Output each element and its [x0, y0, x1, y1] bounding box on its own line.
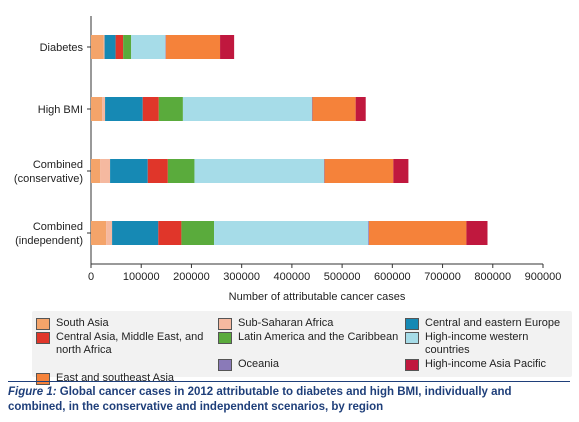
legend-swatch	[36, 318, 50, 330]
legend-swatch	[218, 332, 232, 344]
legend-swatch	[218, 359, 232, 371]
y-category-label: Combined (conservative)	[14, 159, 83, 185]
bar-segment	[167, 159, 195, 183]
bar-segment	[181, 221, 215, 245]
bar-segment	[104, 35, 116, 59]
legend-grid: South Asia Sub-Saharan Africa Central and …	[36, 317, 572, 385]
y-category-label: Diabetes	[40, 42, 84, 54]
bar-segment	[100, 159, 111, 183]
bar-segment	[194, 159, 325, 183]
bar-segment	[91, 97, 103, 121]
bar-segment	[106, 221, 113, 245]
bar-segment	[466, 221, 488, 245]
bar-segment	[165, 35, 166, 59]
legend-label: High-income western countries	[425, 331, 529, 356]
legend-item: High-income western countries	[405, 331, 575, 357]
chart-legend: South Asia Sub-Saharan Africa Central and …	[32, 311, 572, 385]
bar-segment	[324, 159, 325, 183]
legend-item: Oceania	[218, 358, 401, 371]
figure-caption: Figure 1: Global cancer cases in 2012 at…	[8, 385, 568, 415]
bar-segment	[110, 159, 148, 183]
bar-segment	[115, 35, 124, 59]
x-tick-label: 800000	[474, 271, 511, 283]
legend-label: Latin America and the Caribbean	[238, 331, 399, 343]
bar-segment	[142, 97, 159, 121]
y-category-label-line: Combined	[33, 159, 83, 171]
caption-rule	[8, 381, 570, 382]
bar-segment	[214, 221, 369, 245]
legend-item	[36, 358, 214, 371]
bar-segment	[182, 97, 312, 121]
y-category-label: Combined (independent)	[15, 221, 83, 247]
x-axis-title: Number of attributable cancer cases	[229, 291, 406, 303]
y-category-label-line: (independent)	[15, 235, 83, 247]
legend-label: Central and eastern Europe	[425, 317, 561, 329]
bar-segment	[131, 35, 166, 59]
bar-segment	[368, 221, 369, 245]
legend-item: Latin America and the Caribbean	[218, 331, 401, 357]
x-tick-label: 400000	[274, 271, 311, 283]
x-tick-label: 300000	[223, 271, 260, 283]
legend-item: Central and eastern Europe	[405, 317, 575, 330]
y-category-label-line: High BMI	[38, 104, 83, 116]
bar-segment	[103, 35, 105, 59]
y-category-label-line: Combined	[33, 221, 83, 233]
x-tick-label: 700000	[424, 271, 461, 283]
bar-segment	[355, 97, 366, 121]
bar-segment	[393, 159, 409, 183]
bar-segment	[147, 159, 168, 183]
bar-segment	[105, 97, 143, 121]
bar-segment	[312, 97, 356, 121]
bar-segment	[368, 221, 467, 245]
bar-segment	[91, 159, 101, 183]
legend-label: Oceania	[238, 358, 279, 370]
legend-item: South Asia	[36, 317, 214, 330]
legend-swatch	[218, 318, 232, 330]
bar-segment	[91, 221, 107, 245]
legend-label: Sub-Saharan Africa	[238, 317, 334, 329]
legend-swatch	[405, 318, 419, 330]
bar-segment	[158, 97, 183, 121]
legend-item: High-income Asia Pacific	[405, 358, 575, 371]
stacked-bar-chart: 0 100000 200000 300000 400000 500000 600000 700…	[14, 16, 562, 303]
figure-label: Figure 1:	[8, 386, 57, 398]
bar-segment	[102, 97, 106, 121]
x-tick-label: 0	[88, 271, 94, 283]
bar-segment	[91, 35, 104, 59]
y-category-label-line: Diabetes	[40, 42, 84, 54]
legend-label: Central Asia, Middle East, and north Afr…	[56, 331, 204, 356]
x-tick-label: 200000	[173, 271, 210, 283]
legend-swatch	[405, 359, 419, 371]
bar-segment	[220, 35, 235, 59]
legend-swatch	[36, 373, 50, 385]
bar-segment	[324, 159, 394, 183]
legend-label: South Asia	[56, 317, 109, 329]
bar-segment	[158, 221, 182, 245]
legend-item: East and southeast Asia	[36, 372, 214, 385]
legend-label: East and southeast Asia	[56, 372, 175, 384]
x-tick-label: 900000	[525, 271, 562, 283]
x-tick-label: 100000	[123, 271, 160, 283]
bar-segment	[112, 221, 159, 245]
y-category-label-line: (conservative)	[14, 173, 83, 185]
legend-swatch	[405, 332, 419, 344]
x-tick-label: 600000	[374, 271, 411, 283]
bar-segment	[123, 35, 132, 59]
legend-item: Sub-Saharan Africa	[218, 317, 401, 330]
bar-segment	[311, 97, 313, 121]
legend-item: Central Asia, Middle East, and north Afr…	[36, 331, 214, 357]
legend-label: High-income Asia Pacific	[425, 358, 547, 370]
y-category-label: High BMI	[38, 104, 83, 116]
bar-segment	[165, 35, 221, 59]
figure-caption-text: Global cancer cases in 2012 attributable…	[8, 386, 512, 413]
x-tick-label: 500000	[324, 271, 361, 283]
legend-swatch	[36, 332, 50, 344]
